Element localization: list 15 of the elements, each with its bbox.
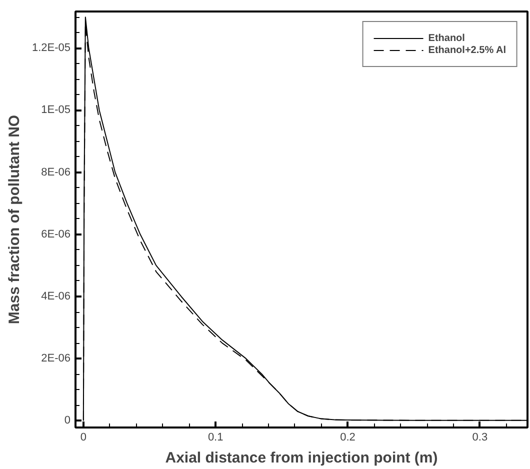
x-tick-label: 0.1	[208, 432, 224, 444]
x-tick-label: 0.3	[472, 432, 488, 444]
y-axis-title: Mass fraction of pollutant NO	[6, 114, 23, 324]
legend-label: Ethanol	[428, 32, 465, 44]
x-tick-label: 0	[80, 432, 86, 444]
y-tick-label: 6E-06	[41, 228, 71, 240]
y-tick-label: 0	[64, 414, 71, 427]
y-tick-label: 8E-06	[41, 166, 71, 178]
legend-label: Ethanol+2.5% Al	[428, 44, 506, 56]
x-axis-title: Axial distance from injection point (m)	[165, 450, 438, 466]
y-tick-label: 1.2E-05	[32, 42, 71, 54]
x-tick-label: 0.2	[340, 432, 356, 444]
y-tick-label: 2E-06	[41, 352, 71, 365]
y-tick-label: 4E-06	[41, 290, 71, 302]
y-tick-label: 1E-05	[41, 104, 71, 116]
